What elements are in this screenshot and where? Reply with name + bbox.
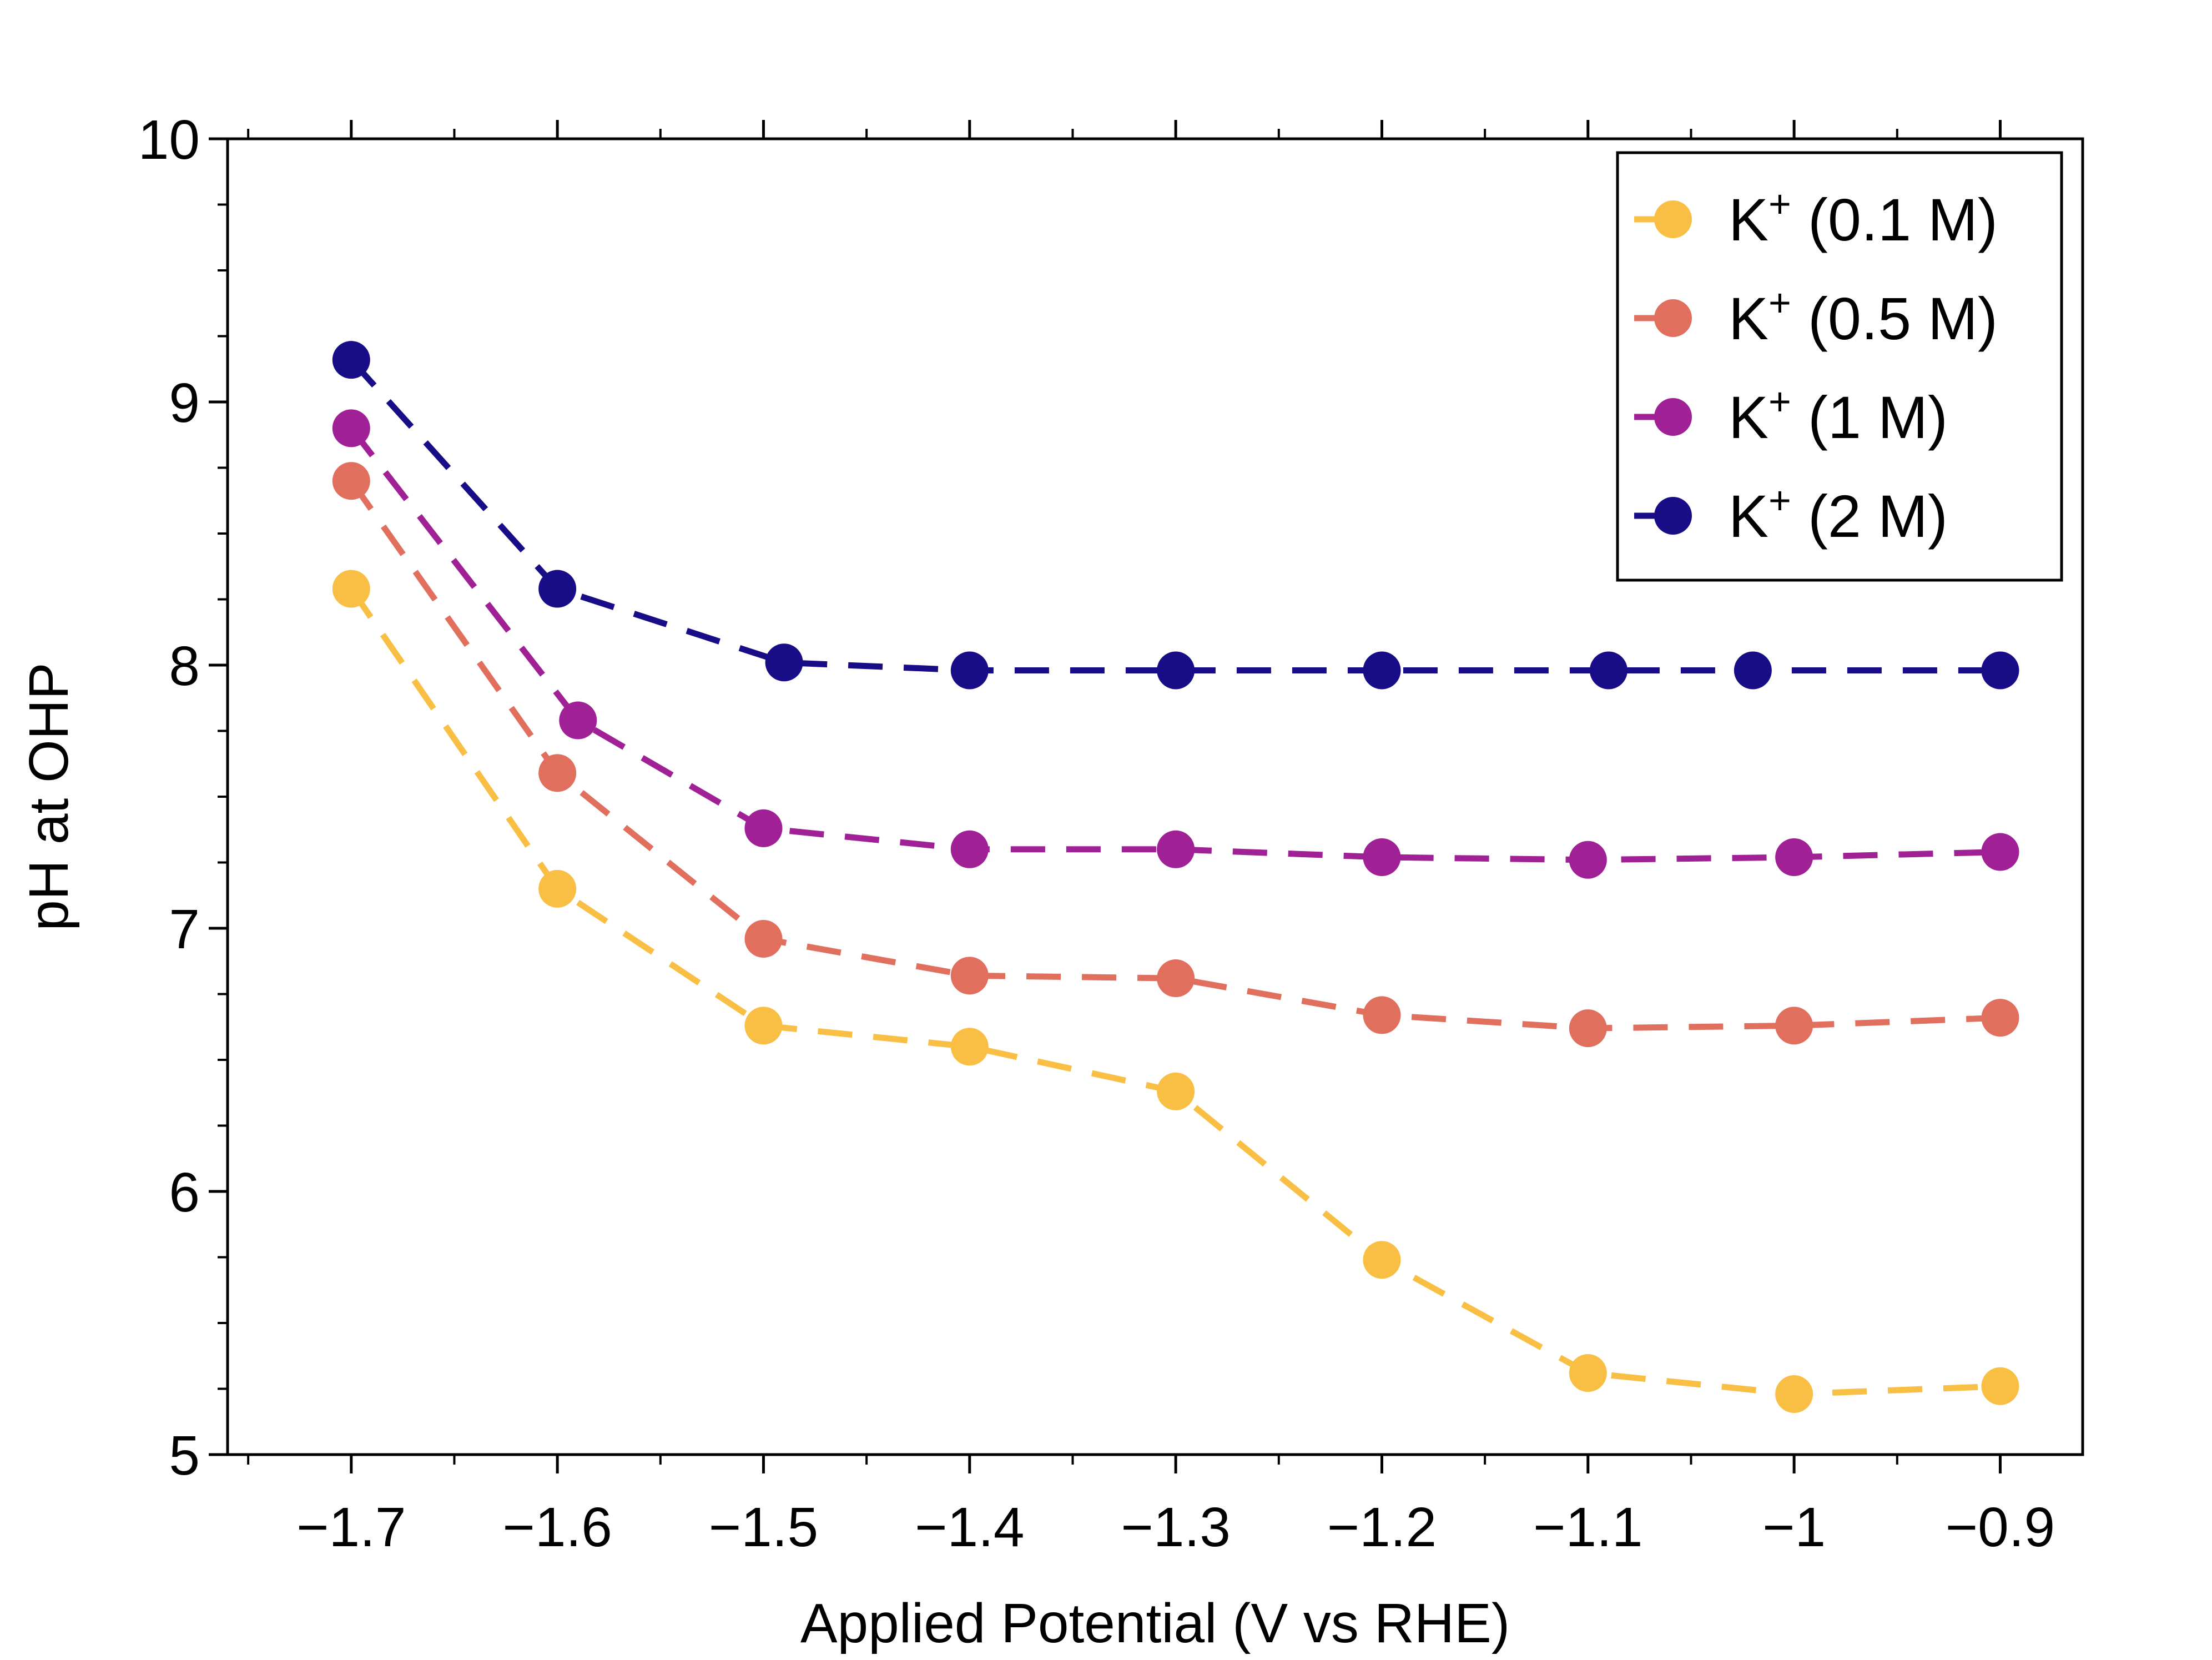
legend-marker bbox=[1654, 200, 1692, 238]
x-tick-label: −1.2 bbox=[1327, 1496, 1437, 1558]
data-point bbox=[744, 919, 783, 958]
data-point bbox=[1157, 651, 1195, 690]
data-point bbox=[1569, 841, 1607, 879]
legend-marker bbox=[1654, 497, 1692, 535]
data-point bbox=[332, 570, 370, 608]
x-axis: −1.7 −1.6 −1.5 −1.4 −1.3 −1.2 −1.1 −1 −0.9 bbox=[247, 120, 2055, 1558]
data-point bbox=[950, 957, 989, 995]
legend: K+ (0.1 M) K+ (0.5 M) K+ (1 M) K+ (2 M) bbox=[1616, 151, 2063, 582]
y-tick-label: 9 bbox=[169, 372, 200, 434]
data-point bbox=[1775, 838, 1813, 877]
y-tick-label: 7 bbox=[169, 898, 200, 960]
legend-item: K+ (2 M) bbox=[1634, 479, 1948, 550]
data-point bbox=[765, 643, 803, 682]
series-4 bbox=[332, 341, 2019, 690]
data-point bbox=[1363, 651, 1401, 690]
x-tick-label: −1.4 bbox=[915, 1496, 1024, 1558]
data-point bbox=[744, 1007, 783, 1045]
y-tick-label: 10 bbox=[138, 109, 200, 171]
data-point bbox=[538, 754, 577, 792]
plot-marks bbox=[332, 341, 2019, 1413]
legend-box bbox=[1616, 151, 2063, 582]
y-tick-label: 8 bbox=[169, 635, 200, 697]
series-line bbox=[349, 479, 2001, 1032]
series-3 bbox=[332, 409, 2019, 879]
data-point bbox=[1981, 651, 2019, 690]
data-point bbox=[1363, 1241, 1401, 1279]
y-tick-label: 6 bbox=[169, 1161, 200, 1224]
data-point bbox=[1981, 833, 2019, 871]
y-axis: 5 6 7 8 9 10 bbox=[138, 109, 228, 1487]
data-point bbox=[950, 651, 989, 690]
data-point bbox=[1363, 838, 1401, 877]
y-tick-label: 5 bbox=[169, 1425, 200, 1487]
data-point bbox=[1775, 1375, 1813, 1413]
x-tick-label: −1 bbox=[1762, 1496, 1826, 1558]
data-point bbox=[1589, 651, 1627, 690]
data-point bbox=[1734, 651, 1772, 690]
data-point bbox=[950, 1028, 989, 1066]
legend-marker bbox=[1654, 299, 1692, 337]
data-point bbox=[559, 701, 597, 740]
data-point bbox=[744, 809, 783, 847]
series-2 bbox=[332, 462, 2019, 1048]
legend-label: K+ (0.1 M) bbox=[1729, 182, 1998, 253]
data-point bbox=[1569, 1354, 1607, 1392]
data-point bbox=[538, 570, 577, 608]
data-point bbox=[1157, 830, 1195, 868]
series-line bbox=[349, 358, 2001, 673]
x-tick-label: −0.9 bbox=[1946, 1496, 2055, 1558]
data-point bbox=[1775, 1007, 1813, 1045]
legend-label: K+ (1 M) bbox=[1729, 380, 1948, 451]
data-point bbox=[1569, 1009, 1607, 1048]
y-axis-title: pH at OHP bbox=[18, 662, 80, 931]
legend-label: K+ (0.5 M) bbox=[1729, 281, 1998, 352]
x-tick-label: −1.7 bbox=[296, 1496, 406, 1558]
legend-item: K+ (1 M) bbox=[1634, 380, 1948, 451]
data-point bbox=[1981, 1367, 2019, 1405]
x-axis-title: Applied Potential (V vs RHE) bbox=[800, 1592, 1510, 1654]
data-point bbox=[1157, 959, 1195, 998]
data-point bbox=[332, 341, 370, 379]
data-point bbox=[1157, 1072, 1195, 1110]
x-tick-label: −1.1 bbox=[1533, 1496, 1642, 1558]
data-point bbox=[538, 869, 577, 908]
legend-item: K+ (0.5 M) bbox=[1634, 281, 1998, 352]
x-tick-label: −1.3 bbox=[1121, 1496, 1230, 1558]
series-1 bbox=[332, 570, 2019, 1413]
data-point bbox=[332, 462, 370, 500]
data-point bbox=[950, 830, 989, 868]
legend-item: K+ (0.1 M) bbox=[1634, 182, 1998, 253]
data-point bbox=[1363, 996, 1401, 1034]
data-point bbox=[1981, 999, 2019, 1037]
x-tick-label: −1.6 bbox=[502, 1496, 612, 1558]
legend-marker bbox=[1654, 398, 1692, 436]
x-tick-label: −1.5 bbox=[709, 1496, 818, 1558]
data-point bbox=[332, 409, 370, 447]
legend-label: K+ (2 M) bbox=[1729, 479, 1948, 550]
